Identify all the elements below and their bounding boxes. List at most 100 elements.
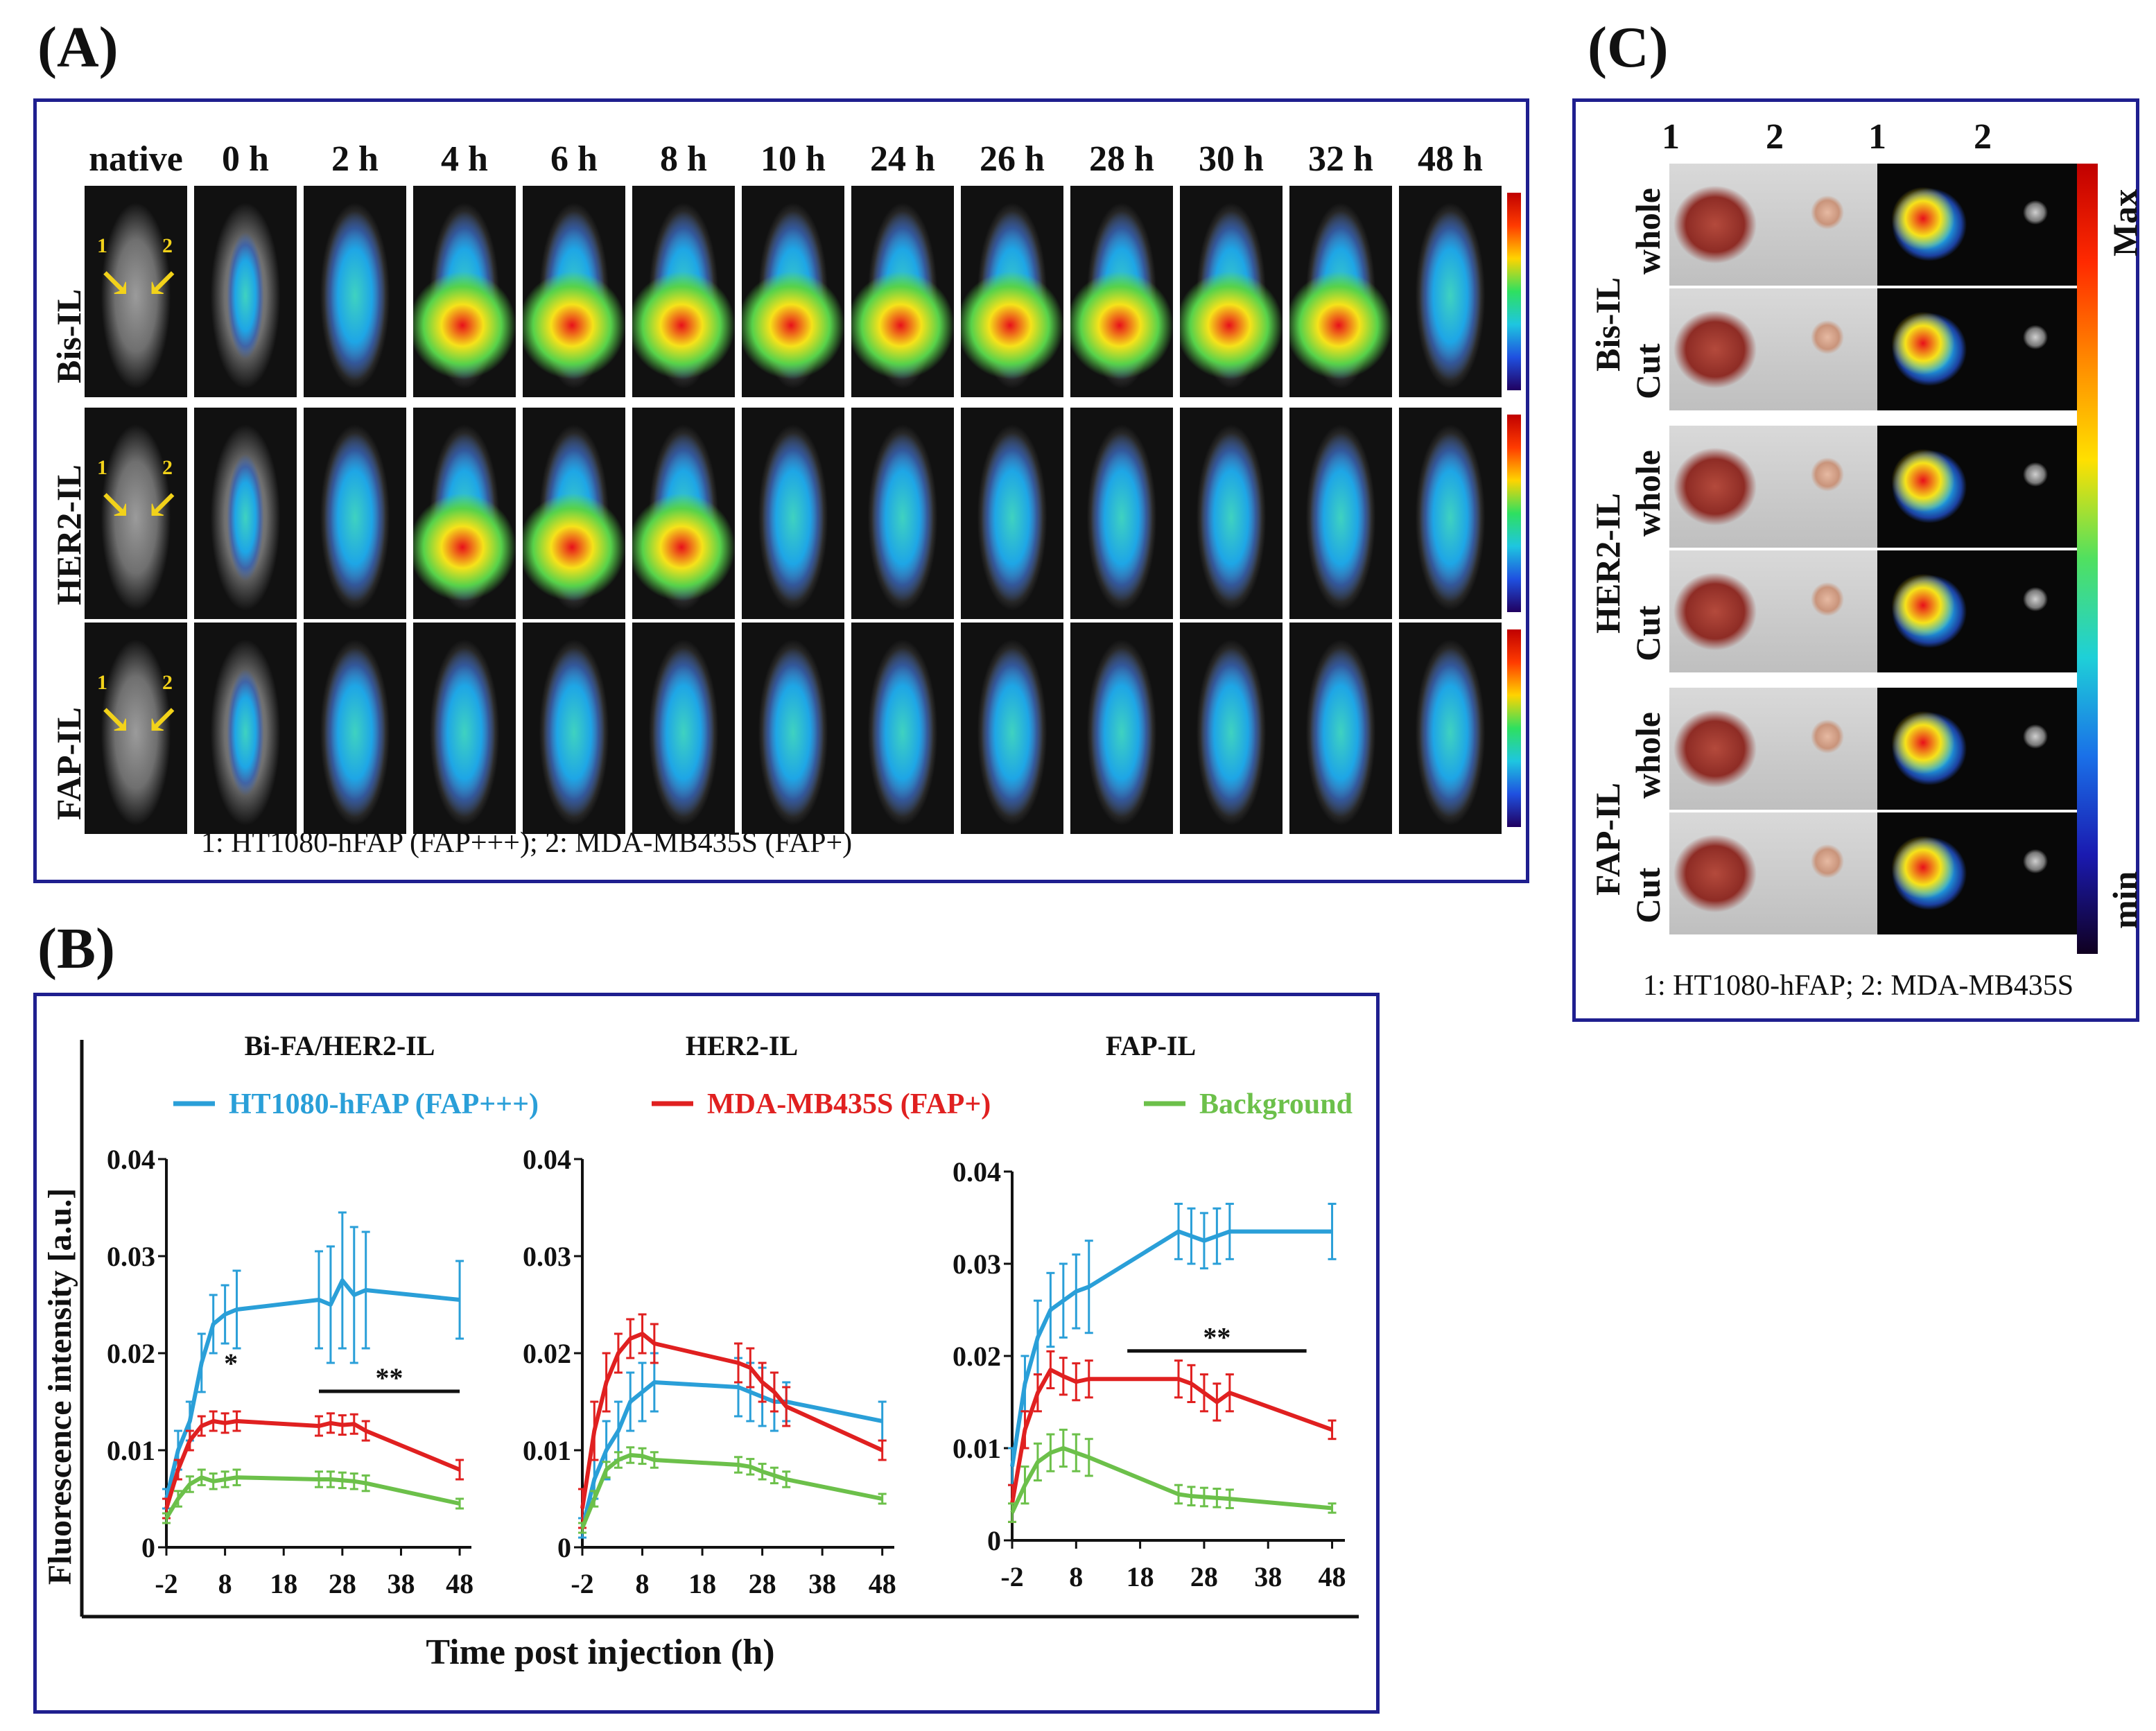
mouse-image <box>304 408 406 619</box>
panel-c-caption: 1: HT1080-hFAP; 2: MDA-MB435S <box>1643 970 2074 1002</box>
organ-photo <box>1669 688 1877 810</box>
tumor-mark-label: 2 <box>162 234 173 257</box>
organ-column-label: 2 <box>1766 117 1784 157</box>
tumor-mark-label: 2 <box>162 671 173 694</box>
mouse-image <box>1399 623 1502 834</box>
arrow-icon: ↙ <box>146 697 180 742</box>
mouse-image <box>742 186 844 397</box>
mouse-image <box>1289 186 1392 397</box>
organ-fluorescence <box>1877 288 2085 410</box>
mouse-image <box>742 408 844 619</box>
mouse-image <box>1180 408 1283 619</box>
organ-column-label: 2 <box>1974 117 1992 157</box>
time-label: 30 h <box>1199 139 1264 179</box>
time-label: 48 h <box>1418 139 1483 179</box>
time-label: native <box>89 139 183 179</box>
mouse-image <box>304 623 406 834</box>
organ-state-label: Cut <box>1628 343 1667 399</box>
organ-fluorescence <box>1877 426 2085 548</box>
organ-fluorescence <box>1877 550 2085 672</box>
mouse-image <box>1399 186 1502 397</box>
mouse-image <box>1180 623 1283 834</box>
mouse-image <box>851 186 954 397</box>
time-label: 6 h <box>550 139 598 179</box>
organ-fluorescence <box>1877 812 2085 934</box>
intensity-colorbar <box>1507 193 1521 390</box>
time-label: 24 h <box>870 139 935 179</box>
mouse-image <box>194 623 297 834</box>
mouse-image <box>961 408 1063 619</box>
mouse-image <box>632 623 735 834</box>
row-label: HER2-IL <box>49 464 88 605</box>
organ-state-label: Cut <box>1628 867 1667 923</box>
organ-column-label: 1 <box>1662 117 1680 157</box>
arrow-icon: ↙ <box>146 260 180 305</box>
tumor-mark-label: 1 <box>97 456 107 479</box>
panel-b-label: (B) <box>37 916 115 981</box>
scale-min-label: min <box>2105 871 2144 929</box>
mouse-image <box>851 408 954 619</box>
organ-photo <box>1669 812 1877 934</box>
mouse-image <box>85 623 187 834</box>
time-label: 32 h <box>1308 139 1373 179</box>
mouse-image <box>961 623 1063 834</box>
mouse-image <box>1289 408 1392 619</box>
tumor-mark-label: 2 <box>162 456 173 479</box>
organ-state-label: whole <box>1628 712 1667 799</box>
mouse-image <box>1070 623 1173 834</box>
panel-a-frame <box>33 98 1529 883</box>
panel-c-label: (C) <box>1588 15 1669 80</box>
mouse-image <box>85 186 187 397</box>
organ-fluorescence <box>1877 688 2085 810</box>
panel-b-frame <box>33 993 1380 1714</box>
mouse-image <box>632 408 735 619</box>
row-label: FAP-IL <box>49 707 88 820</box>
mouse-image <box>961 186 1063 397</box>
arrow-icon: ↘ <box>98 482 132 527</box>
mouse-image <box>1399 408 1502 619</box>
scale-max-label: Max <box>2105 189 2144 256</box>
arrow-icon: ↘ <box>98 697 132 742</box>
mouse-image <box>1070 408 1173 619</box>
mouse-image <box>413 408 516 619</box>
row-label: Bis-IL <box>49 288 88 383</box>
arrow-icon: ↘ <box>98 260 132 305</box>
intensity-colorbar <box>1507 629 1521 827</box>
intensity-colorbar <box>1507 415 1521 612</box>
panel-c-frame <box>1572 98 2139 1022</box>
mouse-image <box>523 408 625 619</box>
time-label: 26 h <box>980 139 1045 179</box>
mouse-image <box>851 623 954 834</box>
organ-photo <box>1669 426 1877 548</box>
tumor-mark-label: 1 <box>97 234 107 257</box>
intensity-scale-bar <box>2077 164 2098 954</box>
mouse-image <box>85 408 187 619</box>
organ-state-label: whole <box>1628 188 1667 275</box>
mouse-image <box>523 623 625 834</box>
tumor-mark-label: 1 <box>97 671 107 694</box>
mouse-image <box>1180 186 1283 397</box>
time-label: 2 h <box>331 139 379 179</box>
time-label: 10 h <box>760 139 826 179</box>
mouse-image <box>632 186 735 397</box>
organ-group-label: FAP-IL <box>1588 783 1627 896</box>
mouse-image <box>742 623 844 834</box>
organ-photo <box>1669 164 1877 286</box>
time-label: 28 h <box>1089 139 1154 179</box>
panel-a-label: (A) <box>37 15 119 80</box>
organ-photo <box>1669 288 1877 410</box>
time-label: 4 h <box>441 139 488 179</box>
time-label: 8 h <box>660 139 707 179</box>
mouse-image <box>194 408 297 619</box>
mouse-image <box>413 623 516 834</box>
mouse-image <box>1070 186 1173 397</box>
organ-photo <box>1669 550 1877 672</box>
organ-state-label: whole <box>1628 450 1667 537</box>
mouse-image <box>304 186 406 397</box>
organ-fluorescence <box>1877 164 2085 286</box>
arrow-icon: ↙ <box>146 482 180 527</box>
mouse-image <box>1289 623 1392 834</box>
time-label: 0 h <box>222 139 269 179</box>
organ-group-label: HER2-IL <box>1588 493 1627 634</box>
mouse-image <box>194 186 297 397</box>
